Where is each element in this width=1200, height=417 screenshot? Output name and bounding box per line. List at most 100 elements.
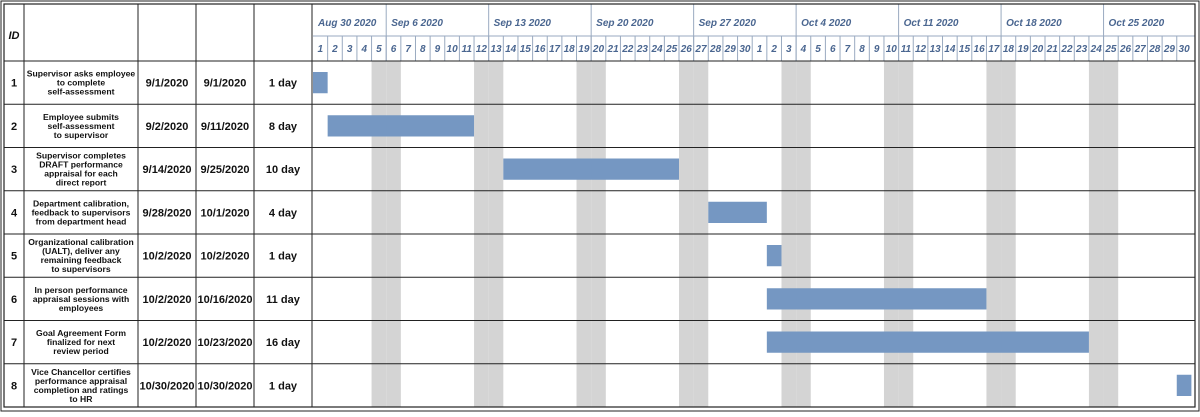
day-label: 20 bbox=[592, 44, 605, 55]
task-bar bbox=[313, 72, 328, 94]
day-label: 10 bbox=[886, 44, 898, 55]
task-id: 4 bbox=[11, 207, 18, 219]
day-label: 14 bbox=[505, 44, 517, 55]
week-label: Sep 20 2020 bbox=[596, 18, 654, 29]
task-name-line: completion and ratings bbox=[34, 385, 129, 395]
day-label: 7 bbox=[845, 44, 851, 55]
task-name-line: to supervisor bbox=[54, 130, 109, 140]
task-duration: 16 day bbox=[266, 337, 301, 349]
day-label: 4 bbox=[360, 44, 367, 55]
day-label: 10 bbox=[447, 44, 459, 55]
task-finish: 9/11/2020 bbox=[201, 121, 249, 133]
task-id: 2 bbox=[11, 121, 17, 133]
day-label: 9 bbox=[435, 44, 441, 55]
task-id: 6 bbox=[11, 294, 17, 306]
task-finish: 10/1/2020 bbox=[201, 207, 250, 219]
day-label: 11 bbox=[901, 44, 912, 55]
task-finish: 10/23/2020 bbox=[197, 337, 252, 349]
day-label: 26 bbox=[680, 44, 693, 55]
day-label: 16 bbox=[534, 44, 546, 55]
day-label: 21 bbox=[607, 44, 620, 55]
task-start: 10/30/2020 bbox=[139, 380, 194, 392]
task-name-line: finalized for next bbox=[47, 337, 115, 347]
task-name-line: to complete bbox=[57, 78, 105, 88]
week-label: Aug 30 2020 bbox=[317, 18, 377, 29]
task-name-line: feedback to supervisors bbox=[32, 207, 131, 217]
day-label: 14 bbox=[944, 44, 956, 55]
task-name-line: to HR bbox=[70, 394, 94, 404]
week-label: Oct 11 2020 bbox=[904, 18, 959, 29]
task-duration: 10 day bbox=[266, 164, 301, 176]
task-duration: 8 day bbox=[269, 121, 298, 133]
day-label: 11 bbox=[462, 44, 473, 55]
task-name-line: remaining feedback bbox=[41, 255, 122, 265]
day-label: 7 bbox=[405, 44, 411, 55]
task-id: 1 bbox=[11, 78, 17, 90]
task-start: 10/2/2020 bbox=[143, 337, 192, 349]
task-name-line: self-assessment bbox=[48, 121, 115, 131]
task-name-line: Organizational calibration bbox=[28, 237, 134, 247]
task-name-line: appraisal sessions with bbox=[33, 294, 129, 304]
task-duration: 1 day bbox=[269, 251, 298, 263]
day-label: 6 bbox=[391, 44, 397, 55]
day-label: 5 bbox=[376, 44, 382, 55]
day-label: 23 bbox=[636, 44, 649, 55]
day-label: 16 bbox=[974, 44, 986, 55]
task-name-line: from department head bbox=[36, 216, 127, 226]
week-label: Sep 13 2020 bbox=[494, 18, 552, 29]
task-name-line: (UALT), deliver any bbox=[42, 246, 120, 256]
task-finish: 9/25/2020 bbox=[201, 164, 250, 176]
day-label: 12 bbox=[915, 44, 927, 55]
task-finish: 10/16/2020 bbox=[197, 294, 252, 306]
task-bar bbox=[327, 115, 475, 137]
week-label: Sep 6 2020 bbox=[391, 18, 443, 29]
day-label: 18 bbox=[1003, 44, 1015, 55]
day-label: 17 bbox=[988, 44, 1000, 55]
day-label: 28 bbox=[1148, 44, 1161, 55]
task-bar bbox=[503, 158, 679, 180]
day-label: 19 bbox=[1017, 44, 1029, 55]
day-label: 25 bbox=[665, 44, 678, 55]
task-name-line: Employee submits bbox=[43, 112, 119, 122]
task-start: 10/2/2020 bbox=[143, 251, 192, 263]
task-name-line: to supervisors bbox=[51, 264, 110, 274]
task-name-line: Supervisor completes bbox=[36, 151, 126, 161]
task-bar bbox=[766, 331, 1089, 353]
task-name-line: Supervisor asks employee bbox=[27, 69, 136, 79]
day-label: 29 bbox=[724, 44, 737, 55]
task-bar bbox=[766, 288, 987, 310]
week-label: Oct 25 2020 bbox=[1109, 18, 1165, 29]
chart-border bbox=[3, 3, 1196, 408]
task-name-line: performance appraisal bbox=[35, 376, 127, 386]
task-id: 3 bbox=[11, 164, 17, 176]
task-name-line: review period bbox=[53, 346, 108, 356]
task-name-line: Department calibration, bbox=[33, 198, 129, 208]
task-name-line: employees bbox=[59, 303, 104, 313]
day-label: 18 bbox=[564, 44, 576, 55]
day-label: 6 bbox=[830, 44, 836, 55]
task-name-line: direct report bbox=[56, 178, 107, 188]
task-duration: 11 day bbox=[266, 294, 301, 306]
task-name-line: In person performance bbox=[34, 285, 127, 295]
day-label: 2 bbox=[331, 44, 338, 55]
day-label: 17 bbox=[549, 44, 561, 55]
task-duration: 1 day bbox=[269, 78, 298, 90]
day-label: 15 bbox=[959, 44, 971, 55]
day-label: 20 bbox=[1031, 44, 1044, 55]
task-id: 8 bbox=[11, 380, 17, 392]
day-label: 19 bbox=[578, 44, 590, 55]
day-label: 26 bbox=[1119, 44, 1132, 55]
day-label: 12 bbox=[476, 44, 488, 55]
day-label: 30 bbox=[739, 44, 751, 55]
task-duration: 4 day bbox=[269, 207, 298, 219]
day-label: 3 bbox=[347, 44, 353, 55]
day-label: 24 bbox=[1090, 44, 1103, 55]
day-label: 1 bbox=[318, 44, 324, 55]
day-label: 8 bbox=[420, 44, 426, 55]
day-label: 4 bbox=[800, 44, 807, 55]
day-label: 5 bbox=[815, 44, 821, 55]
task-finish: 10/30/2020 bbox=[197, 380, 252, 392]
day-label: 24 bbox=[650, 44, 663, 55]
task-duration: 1 day bbox=[269, 380, 298, 392]
